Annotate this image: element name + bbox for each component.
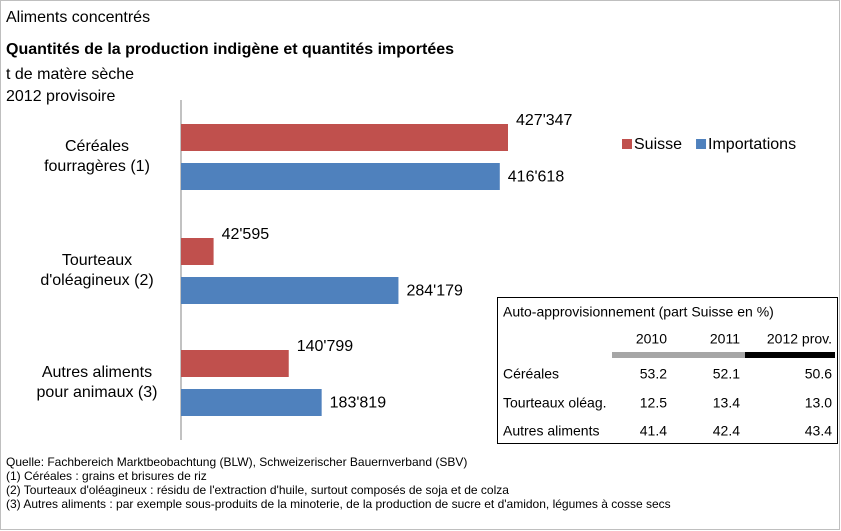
table-cell: 12.5 <box>640 395 667 411</box>
header-bar <box>745 352 835 358</box>
footnote: (1) Céréales : grains et brisures de riz <box>6 469 207 483</box>
table-title: Auto-approvisionnement (part Suisse en %… <box>503 304 774 320</box>
table-cell: 41.4 <box>640 423 667 439</box>
bar <box>181 389 322 416</box>
legend-swatch <box>696 139 707 149</box>
bar <box>181 163 500 190</box>
bar <box>181 277 399 304</box>
table-cell: 42.4 <box>713 423 740 439</box>
y-tick-label: d'oléagineux (2) <box>40 272 153 289</box>
table-row-label: Tourteaux oléag. <box>503 395 607 411</box>
table-cell: 13.4 <box>713 395 740 411</box>
supertitle: Aliments concentrés <box>6 9 150 26</box>
table-cell: 50.6 <box>805 366 832 382</box>
footnote: Quelle: Fachbereich Marktbeobachtung (BL… <box>6 455 467 469</box>
footnote: (2) Tourteaux d'oléagineux : résidu de l… <box>6 483 509 497</box>
y-tick-label: Autres aliments <box>42 364 152 381</box>
table-row-label: Autres aliments <box>503 423 599 439</box>
subtitle: t de matère sèche <box>6 66 134 83</box>
y-tick-label: pour animaux (3) <box>37 384 158 401</box>
data-label: 427'347 <box>516 112 573 129</box>
subtitle: 2012 provisoire <box>6 88 116 105</box>
y-tick-label: fourragères (1) <box>44 158 150 175</box>
table-cell: 53.2 <box>640 366 667 382</box>
table-cell: 43.4 <box>805 423 832 439</box>
table-cell: 13.0 <box>805 395 832 411</box>
y-tick-label: Tourteaux <box>62 252 132 269</box>
legend-swatch <box>622 139 632 149</box>
table-column-header: 2011 <box>710 331 740 347</box>
chart-title: Quantités de la production indigène et q… <box>6 41 454 58</box>
footnote: (3) Autres aliments : par exemple sous-p… <box>6 497 671 511</box>
table-column-header: 2010 <box>636 331 667 347</box>
bar <box>181 350 289 377</box>
table-row-label: Céréales <box>503 366 559 382</box>
y-tick-label: Céréales <box>65 138 129 155</box>
legend-label: Importations <box>708 136 796 153</box>
bar <box>181 238 214 265</box>
data-label: 284'179 <box>406 283 463 300</box>
table-cell: 52.1 <box>713 366 740 382</box>
data-label: 140'799 <box>297 338 354 355</box>
header-bar <box>612 352 745 358</box>
data-label: 42'595 <box>222 226 270 243</box>
bar <box>181 124 508 151</box>
data-label: 183'819 <box>330 395 387 412</box>
table-column-header: 2012 prov. <box>767 331 832 347</box>
legend-label: Suisse <box>634 136 682 153</box>
table-box <box>497 297 838 444</box>
data-label: 416'618 <box>508 169 565 186</box>
